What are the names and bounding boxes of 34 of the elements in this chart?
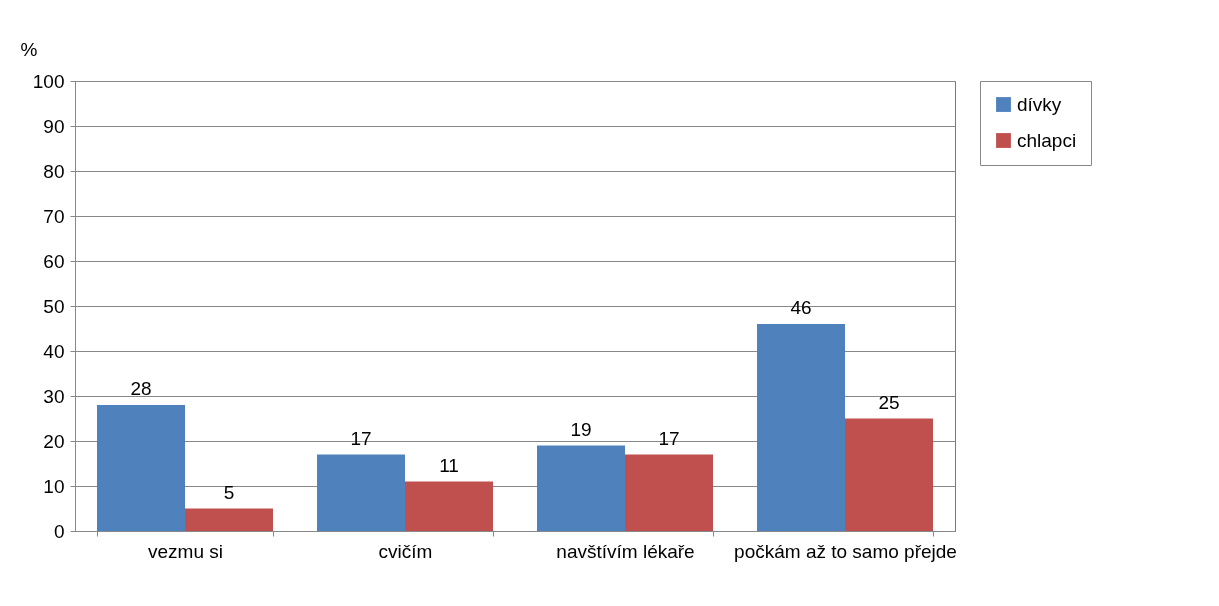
x-tick-label: počkám až to samo přejde	[734, 540, 957, 562]
data-label: 5	[223, 481, 235, 503]
x-tick-label: vezmu si	[148, 540, 223, 562]
data-label: 46	[790, 297, 812, 318]
y-axis-title: %	[20, 38, 38, 60]
y-tick-label: 100	[32, 70, 65, 92]
bar	[185, 508, 273, 531]
x-tick-label: cvičím	[378, 540, 433, 562]
y-tick-label: 0	[53, 520, 65, 542]
bar	[97, 405, 185, 531]
bar	[537, 445, 625, 531]
bar	[757, 324, 845, 531]
data-label: 19	[570, 418, 592, 440]
y-tick-label: 40	[43, 340, 65, 362]
bar	[845, 418, 933, 531]
data-label: 11	[439, 454, 459, 476]
data-label: 17	[350, 427, 372, 449]
y-tick-label: 90	[43, 115, 65, 137]
y-tick-label: 30	[43, 385, 65, 407]
data-label: 25	[878, 391, 900, 413]
y-tick-label: 50	[43, 295, 65, 317]
bar	[405, 481, 493, 531]
bar	[625, 454, 713, 531]
y-tick-label: 10	[43, 475, 65, 497]
y-tick-label: 70	[43, 205, 65, 227]
y-tick-label: 80	[43, 160, 65, 182]
data-label: 17	[658, 427, 680, 449]
x-tick-label: navštívím lékaře	[556, 540, 695, 562]
bar	[317, 454, 405, 531]
y-tick-label: 20	[43, 430, 65, 452]
legend-label: chlapci	[1017, 129, 1077, 151]
y-tick-label: 60	[43, 250, 65, 272]
legend-label: dívky	[1017, 93, 1062, 115]
data-label: 28	[130, 378, 152, 399]
